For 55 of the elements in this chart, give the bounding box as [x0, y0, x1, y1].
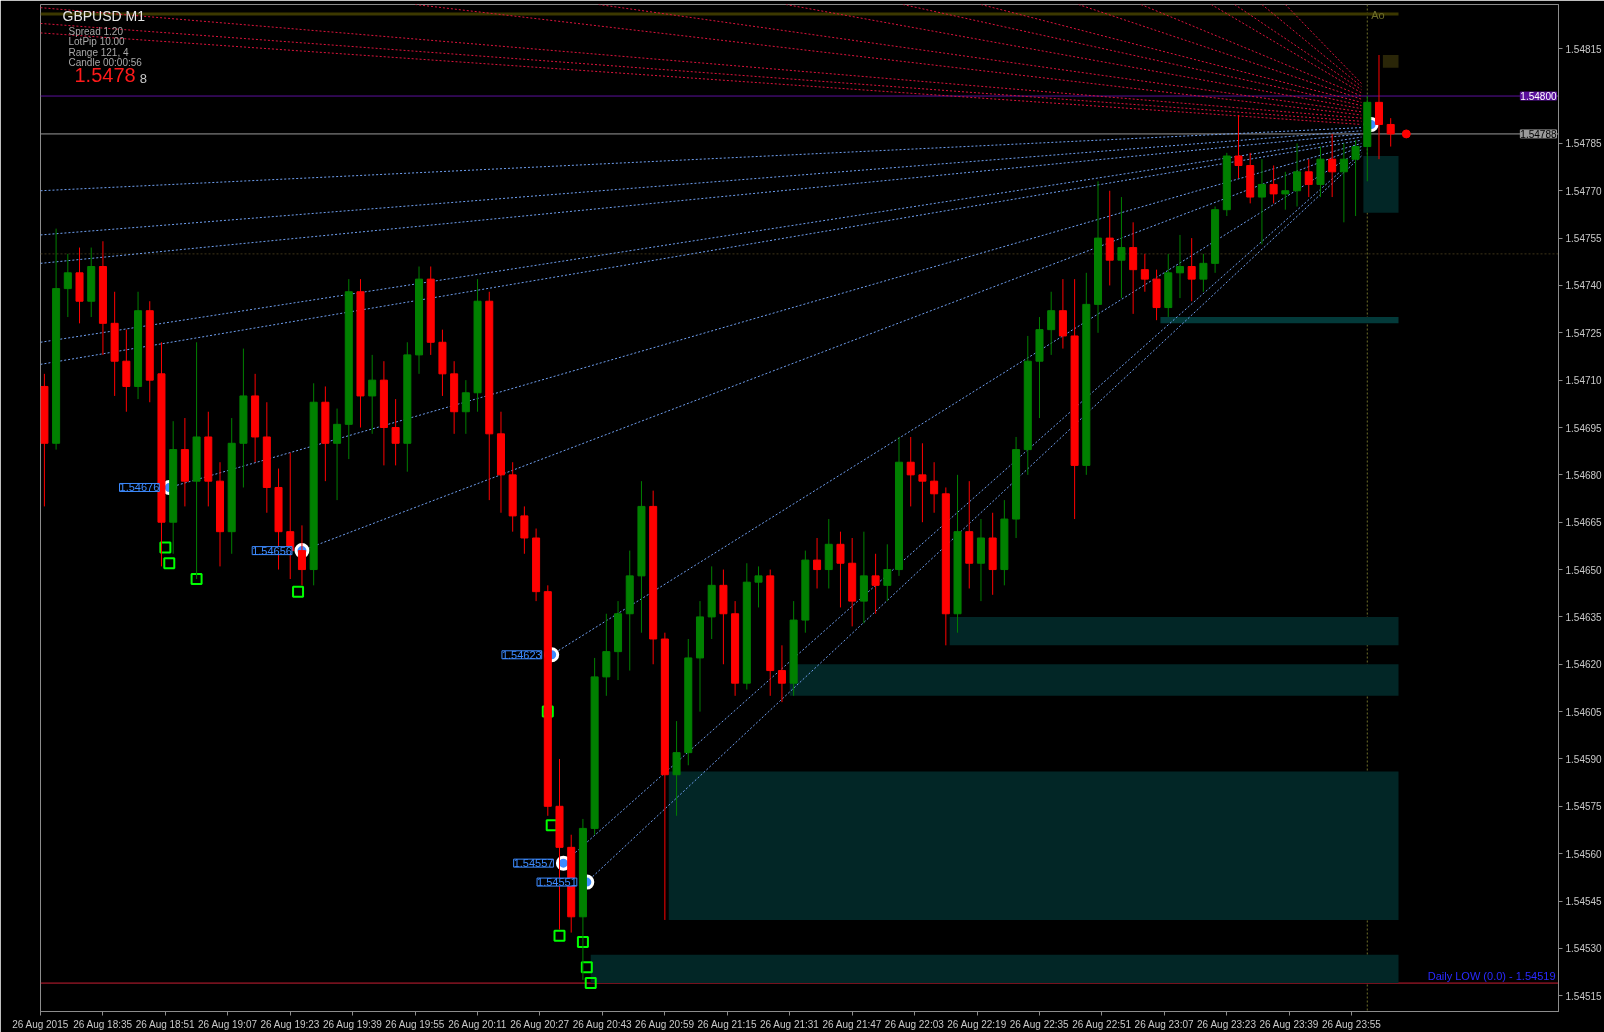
ref-line-label: 1.54800	[1520, 91, 1557, 103]
x-tick-label: 26 Aug 18:35	[73, 1018, 133, 1030]
y-tick-label: 1.54575	[1565, 801, 1603, 813]
data-label: 1.54656	[252, 544, 292, 557]
data-label: 1.54557	[513, 857, 554, 870]
data-label: 1.54676	[119, 481, 160, 494]
y-tick-label: 1.54785	[1565, 138, 1603, 150]
x-tick-label: 26 Aug 21:31	[760, 1018, 820, 1030]
annotation: Range 121, 4	[68, 46, 129, 58]
x-tick-label: 26 Aug 20:27	[510, 1018, 570, 1030]
x-tick-label: 26 Aug 22:51	[1072, 1018, 1132, 1030]
y-tick-label: 1.54590	[1565, 753, 1603, 765]
x-tick-label: 26 Aug 21:47	[822, 1018, 882, 1030]
x-tick-label: 26 Aug 20:43	[572, 1018, 633, 1030]
x-tick-label: 26 Aug 19:23	[260, 1018, 320, 1030]
y-tick-label: 1.54515	[1565, 990, 1603, 1002]
annotation: Daily LOW (0.0) - 1.54519	[1427, 970, 1556, 983]
y-tick-label: 1.54605	[1565, 706, 1603, 718]
x-tick-label: 26 Aug 22:03	[884, 1018, 945, 1030]
x-tick-label: 26 Aug 22:35	[1009, 1018, 1070, 1030]
x-tick-label: 26 Aug 19:55	[385, 1018, 445, 1030]
x-tick-label: 26 Aug 22:19	[947, 1018, 1007, 1030]
y-tick-label: 1.54755	[1565, 233, 1603, 245]
ref-line-label: Ao	[1371, 8, 1385, 21]
y-tick-label: 1.54680	[1565, 469, 1603, 481]
y-tick-label: 1.54650	[1565, 564, 1603, 576]
x-tick-label: 26 Aug 18:51	[135, 1018, 196, 1030]
x-tick-label: 26 Aug 23:55	[1321, 1018, 1382, 1030]
y-tick-label: 1.54725	[1565, 327, 1603, 339]
y-tick-label: 1.54635	[1565, 611, 1603, 623]
y-tick-label: 1.54665	[1565, 517, 1603, 529]
y-tick-label: 1.54560	[1565, 848, 1603, 860]
y-tick-label: 1.54770	[1565, 185, 1603, 197]
x-tick-label: 26 Aug 21:15	[697, 1018, 757, 1030]
annotation: Spread 1.20	[68, 25, 124, 37]
y-tick-label: 1.54530	[1565, 943, 1603, 955]
y-tick-label: 1.54620	[1565, 659, 1603, 671]
annotation: 8	[139, 70, 147, 86]
y-tick-label: 1.54545	[1565, 896, 1603, 908]
x-tick-label: 26 Aug 20:59	[635, 1018, 695, 1030]
x-tick-label: 26 Aug 23:39	[1259, 1018, 1319, 1030]
y-tick-label: 1.54815	[1565, 43, 1603, 55]
x-tick-label: 26 Aug 2015	[12, 1018, 69, 1030]
x-tick-label: 26 Aug 23:23	[1197, 1018, 1257, 1030]
x-tick-label: 26 Aug 19:07	[198, 1018, 258, 1030]
x-tick-label: 26 Aug 23:07	[1134, 1018, 1194, 1030]
x-tick-label: 26 Aug 20:11	[448, 1018, 507, 1030]
ref-line-label: 1.54788	[1520, 128, 1557, 140]
data-label: 1.54623	[501, 648, 542, 661]
annotation: LotPip 10.00	[68, 36, 126, 47]
chart-title: GBPUSD M1	[62, 7, 146, 24]
x-tick-label: 26 Aug 19:39	[322, 1018, 383, 1030]
y-tick-label: 1.54710	[1565, 375, 1603, 387]
y-tick-label: 1.54740	[1565, 280, 1603, 292]
y-tick-label: 1.54695	[1565, 422, 1603, 434]
